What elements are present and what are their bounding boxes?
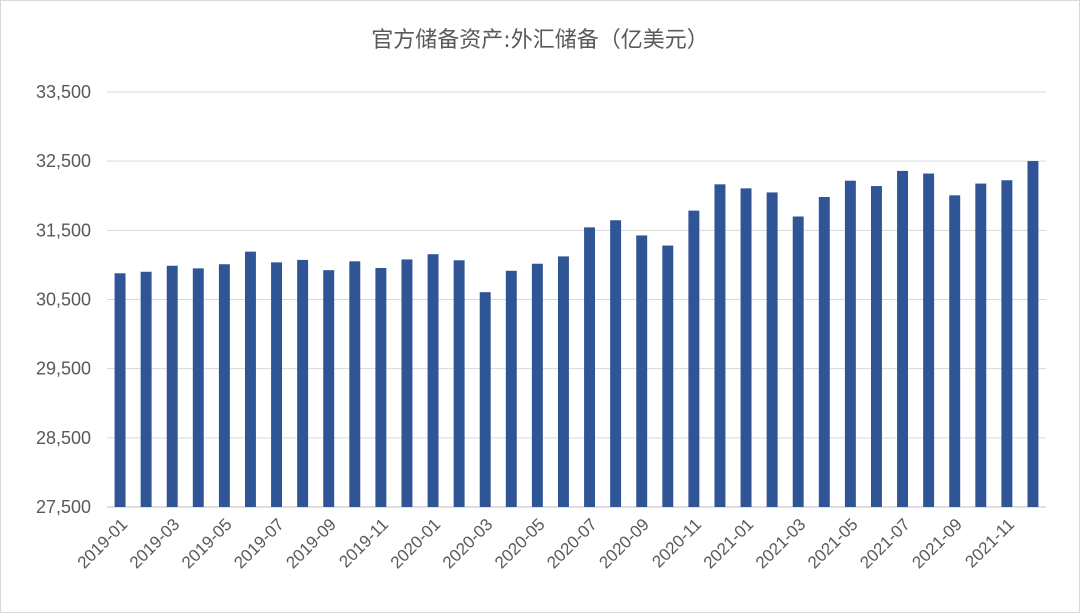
chart-title: 官方储备资产:外汇储备（亿美元） [371,28,709,53]
x-tick-label: 2019-01 [74,515,132,573]
y-tick-label: 29,500 [36,359,91,379]
x-tick-label: 2019-09 [282,515,340,573]
y-tick-label: 27,500 [36,497,91,517]
x-tick-label: 2020-03 [439,515,497,573]
bar [401,259,413,507]
x-tick-label: 2021-07 [856,515,914,573]
bar [271,262,283,507]
bar [610,220,622,508]
bar [818,196,830,507]
bar [1027,161,1039,508]
bar [114,273,126,507]
x-tick-label: 2021-01 [700,515,758,573]
bar [1001,180,1013,508]
bar [218,264,230,507]
y-tick-label: 31,500 [36,220,91,240]
bar [479,292,491,507]
bar [453,260,465,507]
x-tick-label: 2020-07 [543,515,601,573]
bar [766,192,778,507]
bar [244,251,256,507]
bar [427,254,439,507]
bar [557,256,569,507]
bar [349,261,361,507]
bar [897,170,909,507]
x-tick-label: 2020-05 [491,515,549,573]
bar [166,265,178,507]
x-tick-label: 2021-03 [752,515,810,573]
x-tick-label: 2021-11 [961,515,1018,572]
bar [297,259,309,507]
bar [192,268,204,507]
bar [636,235,648,507]
bar [923,173,935,508]
y-tick-label: 32,500 [36,151,91,171]
x-tick-label: 2019-03 [126,515,184,573]
y-tick-label: 30,500 [36,290,91,310]
x-tick-label: 2019-07 [230,515,288,573]
bar [740,188,752,507]
y-tick-label: 33,500 [36,82,91,102]
x-tick-label: 2021-09 [908,515,966,573]
bar [949,195,961,507]
bar [792,216,804,507]
x-tick-label: 2021-05 [804,515,862,573]
x-tick-label: 2020-01 [387,515,445,573]
bar [323,270,335,507]
x-tick-label: 2020-09 [595,515,653,573]
bar [975,183,987,507]
bar [584,227,596,507]
bar [844,180,856,507]
y-tick-label: 28,500 [36,428,91,448]
bar [688,210,700,507]
bar [140,271,152,507]
x-tick-label: 2019-05 [178,515,236,573]
bar [714,184,726,507]
bar [662,245,674,508]
x-tick-label: 2020-11 [648,515,705,572]
bar [375,267,387,507]
bar [505,270,517,507]
bar [870,186,882,508]
bar [531,263,543,507]
x-tick-label: 2019-11 [335,515,392,572]
